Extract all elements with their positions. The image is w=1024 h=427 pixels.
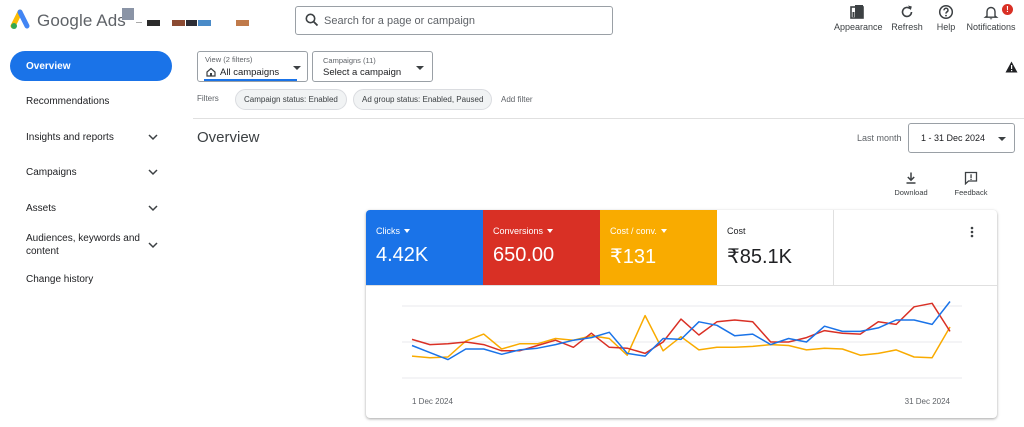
dropdown-caret-icon bbox=[547, 229, 554, 233]
dropdown-caret-icon bbox=[998, 137, 1006, 141]
dropdown-caret-icon bbox=[293, 66, 301, 70]
search-icon bbox=[305, 13, 319, 27]
sidebar-item-label: Assets bbox=[26, 202, 57, 214]
metric-name-text: Conversions bbox=[493, 226, 544, 236]
appearance-icon bbox=[850, 5, 864, 19]
campaign-value: Select a campaign bbox=[323, 67, 402, 78]
metric-tile-cost-per-conv[interactable]: Cost / conv. ₹131 bbox=[600, 210, 717, 285]
view-selector[interactable]: View (2 filters) All campaigns bbox=[197, 51, 308, 82]
series-line-clicks[interactable] bbox=[411, 301, 951, 361]
chevron-down-icon bbox=[148, 242, 158, 249]
metric-name[interactable]: Conversions bbox=[493, 226, 554, 236]
metric-name[interactable]: Cost bbox=[727, 226, 746, 236]
period-label: Last month bbox=[857, 133, 902, 143]
view-underline bbox=[204, 79, 297, 81]
feedback-label: Feedback bbox=[954, 188, 988, 197]
download-icon bbox=[906, 172, 916, 184]
sidebar-item-insights-and-reports[interactable]: Insights and reports bbox=[10, 122, 172, 152]
sidebar: Overview Recommendations Insights and re… bbox=[0, 42, 185, 427]
download-button[interactable]: Download bbox=[891, 171, 931, 197]
filter-chip-ad-group-status[interactable]: Ad group status: Enabled, Paused bbox=[353, 89, 493, 110]
sidebar-item-recommendations[interactable]: Recommendations bbox=[10, 86, 172, 116]
notification-badge: ! bbox=[1002, 4, 1013, 15]
filter-chip-campaign-status[interactable]: Campaign status: Enabled bbox=[235, 89, 347, 110]
tile-divider bbox=[366, 285, 997, 286]
date-range-picker[interactable]: 1 - 31 Dec 2024 bbox=[908, 123, 1015, 153]
sidebar-item-audiences-keywords-content[interactable]: Audiences, keywords and content bbox=[10, 230, 172, 260]
bell-icon bbox=[983, 6, 999, 20]
campaign-caption: Campaigns (11) bbox=[323, 56, 376, 65]
app-name: Google Ads bbox=[37, 11, 126, 30]
feedback-icon bbox=[964, 171, 978, 185]
feedback-button[interactable]: Feedback bbox=[951, 171, 991, 197]
metric-name-text: Clicks bbox=[376, 226, 400, 236]
metric-tile-conversions[interactable]: Conversions 650.00 bbox=[483, 210, 600, 285]
help-button[interactable]: Help bbox=[934, 4, 958, 32]
chevron-down-icon bbox=[148, 205, 158, 212]
metric-value: 4.42K bbox=[376, 244, 429, 266]
line-chart[interactable]: 1 Dec 2024 31 Dec 2024 bbox=[366, 286, 997, 418]
sidebar-item-label: Overview bbox=[26, 60, 71, 72]
refresh-icon bbox=[901, 5, 913, 18]
add-filter-link[interactable]: Add filter bbox=[501, 95, 533, 104]
sidebar-item-overview[interactable]: Overview bbox=[10, 51, 172, 81]
sidebar-item-label: Campaigns bbox=[26, 166, 77, 178]
metric-value: ₹131 bbox=[610, 246, 657, 268]
sidebar-item-label: Insights and reports bbox=[26, 131, 114, 143]
date-range-value: 1 - 31 Dec 2024 bbox=[921, 133, 986, 143]
help-icon bbox=[938, 4, 954, 20]
metric-value: ₹85.1K bbox=[727, 246, 792, 268]
filters-label: Filters bbox=[197, 94, 219, 103]
help-label: Help bbox=[936, 22, 956, 32]
dropdown-caret-icon bbox=[404, 229, 410, 233]
page-title: Overview bbox=[197, 129, 260, 146]
metric-name[interactable]: Clicks bbox=[376, 226, 410, 236]
chevron-down-icon bbox=[148, 134, 158, 141]
sidebar-item-label: Change history bbox=[26, 273, 94, 285]
metric-name-text: Cost bbox=[727, 226, 746, 236]
chevron-down-icon bbox=[148, 169, 158, 176]
download-label: Download bbox=[894, 188, 928, 197]
search-input[interactable] bbox=[324, 11, 604, 31]
view-caption: View (2 filters) bbox=[205, 55, 253, 64]
sidebar-item-change-history[interactable]: Change history bbox=[10, 264, 172, 294]
metric-tile-cost[interactable]: Cost ₹85.1K bbox=[717, 210, 834, 285]
metric-name[interactable]: Cost / conv. bbox=[610, 226, 667, 236]
performance-card: Clicks 4.42K Conversions 650.00 Cost / c… bbox=[366, 210, 997, 418]
google-ads-logo-icon[interactable] bbox=[10, 8, 34, 30]
sidebar-item-campaigns[interactable]: Campaigns bbox=[10, 157, 172, 187]
dropdown-caret-icon bbox=[660, 229, 667, 233]
top-bar: Google Ads Appearance Refresh bbox=[0, 0, 1024, 42]
more-options-icon[interactable] bbox=[970, 226, 974, 238]
sidebar-item-label: Recommendations bbox=[26, 95, 110, 107]
series-line-conversions[interactable] bbox=[411, 302, 951, 355]
view-value: All campaigns bbox=[220, 67, 280, 78]
divider bbox=[193, 118, 1024, 119]
dropdown-caret-icon bbox=[416, 66, 424, 70]
warning-icon[interactable] bbox=[1005, 61, 1018, 73]
sidebar-item-assets[interactable]: Assets bbox=[10, 193, 172, 223]
metric-name-text: Cost / conv. bbox=[610, 226, 657, 236]
notifications-button[interactable]: ! Notifications bbox=[966, 4, 1016, 32]
chart-series bbox=[411, 301, 951, 361]
home-icon bbox=[206, 67, 216, 77]
series-line-cost-conv[interactable] bbox=[411, 314, 951, 359]
metric-value: 650.00 bbox=[493, 244, 555, 266]
appearance-label: Appearance bbox=[834, 22, 883, 32]
sidebar-item-label: Audiences, keywords and content bbox=[26, 233, 140, 257]
campaign-selector[interactable]: Campaigns (11) Select a campaign bbox=[312, 51, 433, 82]
x-axis-end-label: 31 Dec 2024 bbox=[905, 397, 951, 406]
refresh-label: Refresh bbox=[891, 22, 923, 32]
x-axis-start-label: 1 Dec 2024 bbox=[412, 397, 453, 406]
refresh-button[interactable]: Refresh bbox=[889, 4, 925, 32]
notifications-label: Notifications bbox=[966, 22, 1016, 32]
metric-tile-clicks[interactable]: Clicks 4.42K bbox=[366, 210, 483, 285]
appearance-button[interactable]: Appearance bbox=[834, 4, 883, 32]
chart-gridlines bbox=[402, 305, 962, 379]
search-box[interactable] bbox=[295, 6, 613, 35]
